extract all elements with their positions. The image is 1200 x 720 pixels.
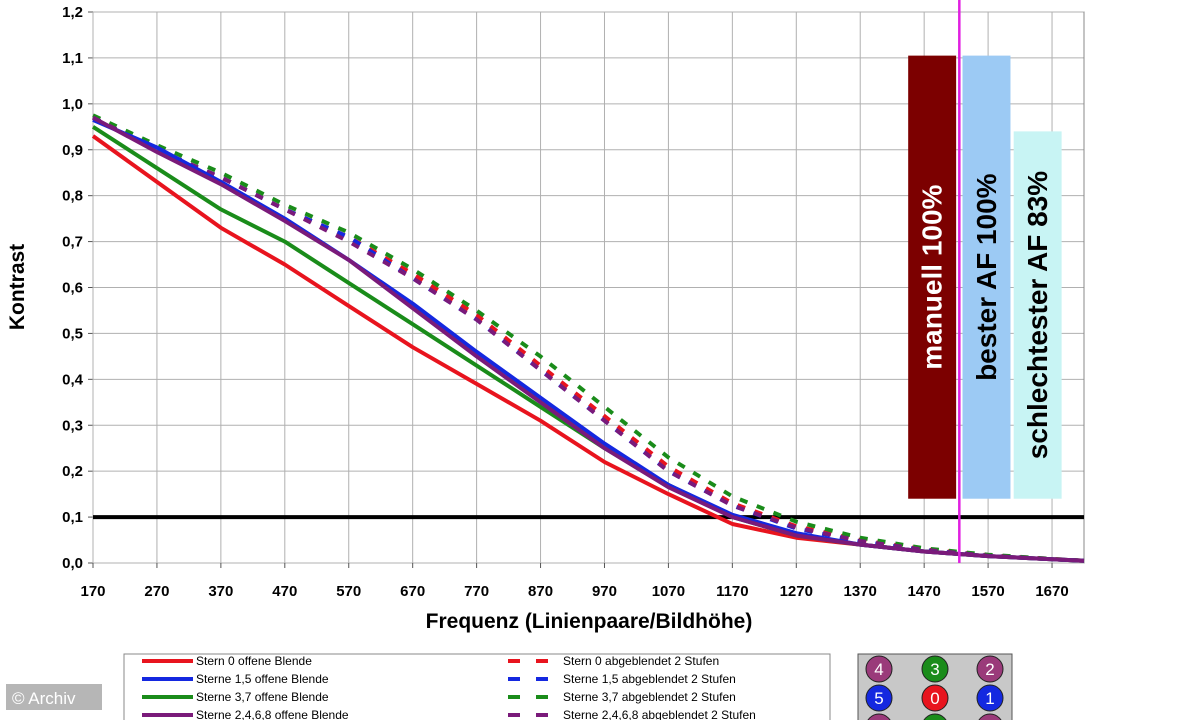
star-badge-label: 2 — [985, 660, 994, 679]
y-tick-label: 1,2 — [62, 4, 83, 21]
x-tick-label: 1270 — [780, 583, 813, 600]
star-badge — [976, 684, 1004, 712]
legend-label: Sterne 3,7 abgeblendet 2 Stufen — [563, 690, 736, 704]
x-tick-label: 1670 — [1035, 583, 1068, 600]
star-badge — [921, 655, 949, 683]
y-tick-label: 0,7 — [62, 234, 83, 251]
x-axis-title: Frequenz (Linienpaare/Bildhöhe) — [426, 610, 753, 633]
credit-text: © Archiv — [12, 689, 76, 708]
y-tick-label: 0,2 — [62, 463, 83, 480]
y-tick-label: 1,0 — [62, 96, 83, 113]
legend-label: Sterne 3,7 offene Blende — [196, 690, 329, 704]
star-badge-label: 5 — [874, 689, 883, 708]
star-badge — [865, 655, 893, 683]
y-tick-label: 0,1 — [62, 509, 83, 526]
series-line — [92, 115, 1085, 563]
star-badge-label: 3 — [930, 660, 939, 679]
x-tick-label: 970 — [592, 583, 617, 600]
x-tick-label: 1570 — [971, 583, 1004, 600]
x-tick-label: 570 — [336, 583, 361, 600]
y-tick-label: 1,1 — [62, 50, 83, 67]
legend-label: Stern 0 offene Blende — [196, 654, 312, 668]
legend-label: Sterne 2,4,6,8 offene Blende — [196, 708, 349, 720]
star-badge — [865, 684, 893, 712]
x-tick-label: 1370 — [844, 583, 877, 600]
focus-bars: manuell 100% bester AF 100% schlechtester … — [908, 55, 1062, 499]
series-line — [92, 115, 1085, 563]
star-badge — [921, 684, 949, 712]
mtf-series — [91, 113, 1085, 563]
focus-bar — [1013, 131, 1062, 499]
y-tick-labels: 0,0 0,1 0,2 0,3 0,4 0,5 0,6 0,7 0,8 0,9 1,0 1,1 1,2 — [62, 4, 84, 572]
x-tick-label: 270 — [144, 583, 169, 600]
x-tick-label: 870 — [528, 583, 553, 600]
y-tick-label: 0,5 — [62, 325, 83, 342]
legend: Stern 0 offene Blende Sterne 1,5 offene B… — [142, 654, 756, 720]
y-tick-label: 0,3 — [62, 417, 83, 434]
legend-label: Sterne 1,5 offene Blende — [196, 672, 329, 686]
x-tick-label: 770 — [464, 583, 489, 600]
star-badge-label: 0 — [930, 689, 939, 708]
star-key: 4 3 2 5 0 1 — [865, 655, 1004, 720]
x-tick-label: 1070 — [652, 583, 685, 600]
x-tick-label: 1170 — [716, 583, 749, 600]
x-tick-label: 670 — [400, 583, 425, 600]
star-badge — [923, 713, 947, 720]
focus-bar — [962, 55, 1011, 499]
star-badge — [867, 713, 891, 720]
x-tick-label: 370 — [208, 583, 233, 600]
focus-bar — [908, 55, 957, 499]
star-badge — [976, 655, 1004, 683]
x-tick-label: 170 — [80, 583, 105, 600]
x-tick-label: 1470 — [907, 583, 940, 600]
legend-label: Stern 0 abgeblendet 2 Stufen — [563, 654, 719, 668]
legend-box — [123, 653, 831, 720]
x-tick-label: 470 — [272, 583, 297, 600]
series-line — [92, 113, 1085, 563]
legend-label: Sterne 1,5 abgeblendet 2 Stufen — [563, 672, 736, 686]
series-line — [92, 115, 1085, 563]
x-tick-labels: 170 270 370 470 570 670 770 870 970 1070 1170 1270 1… — [80, 583, 1068, 600]
focus-bar-label: bester AF 100% — [971, 173, 1002, 381]
star-badge-label: 4 — [874, 660, 883, 679]
y-axis-title: Kontrast — [6, 244, 29, 330]
legend-label: Sterne 2,4,6,8 abgeblendet 2 Stufen — [563, 708, 756, 720]
star-badge — [978, 713, 1002, 720]
y-tick-label: 0,9 — [62, 142, 83, 159]
credit-backdrop — [6, 684, 102, 710]
focus-bar-label: manuell 100% — [917, 184, 948, 369]
y-tick-label: 0,6 — [62, 280, 83, 297]
y-tick-label: 0,4 — [62, 371, 84, 388]
focus-bar-label: schlechtester AF 83% — [1022, 171, 1053, 460]
y-tick-label: 0,0 — [62, 555, 83, 572]
star-badge-label: 1 — [985, 689, 994, 708]
y-tick-label: 0,8 — [62, 188, 83, 205]
